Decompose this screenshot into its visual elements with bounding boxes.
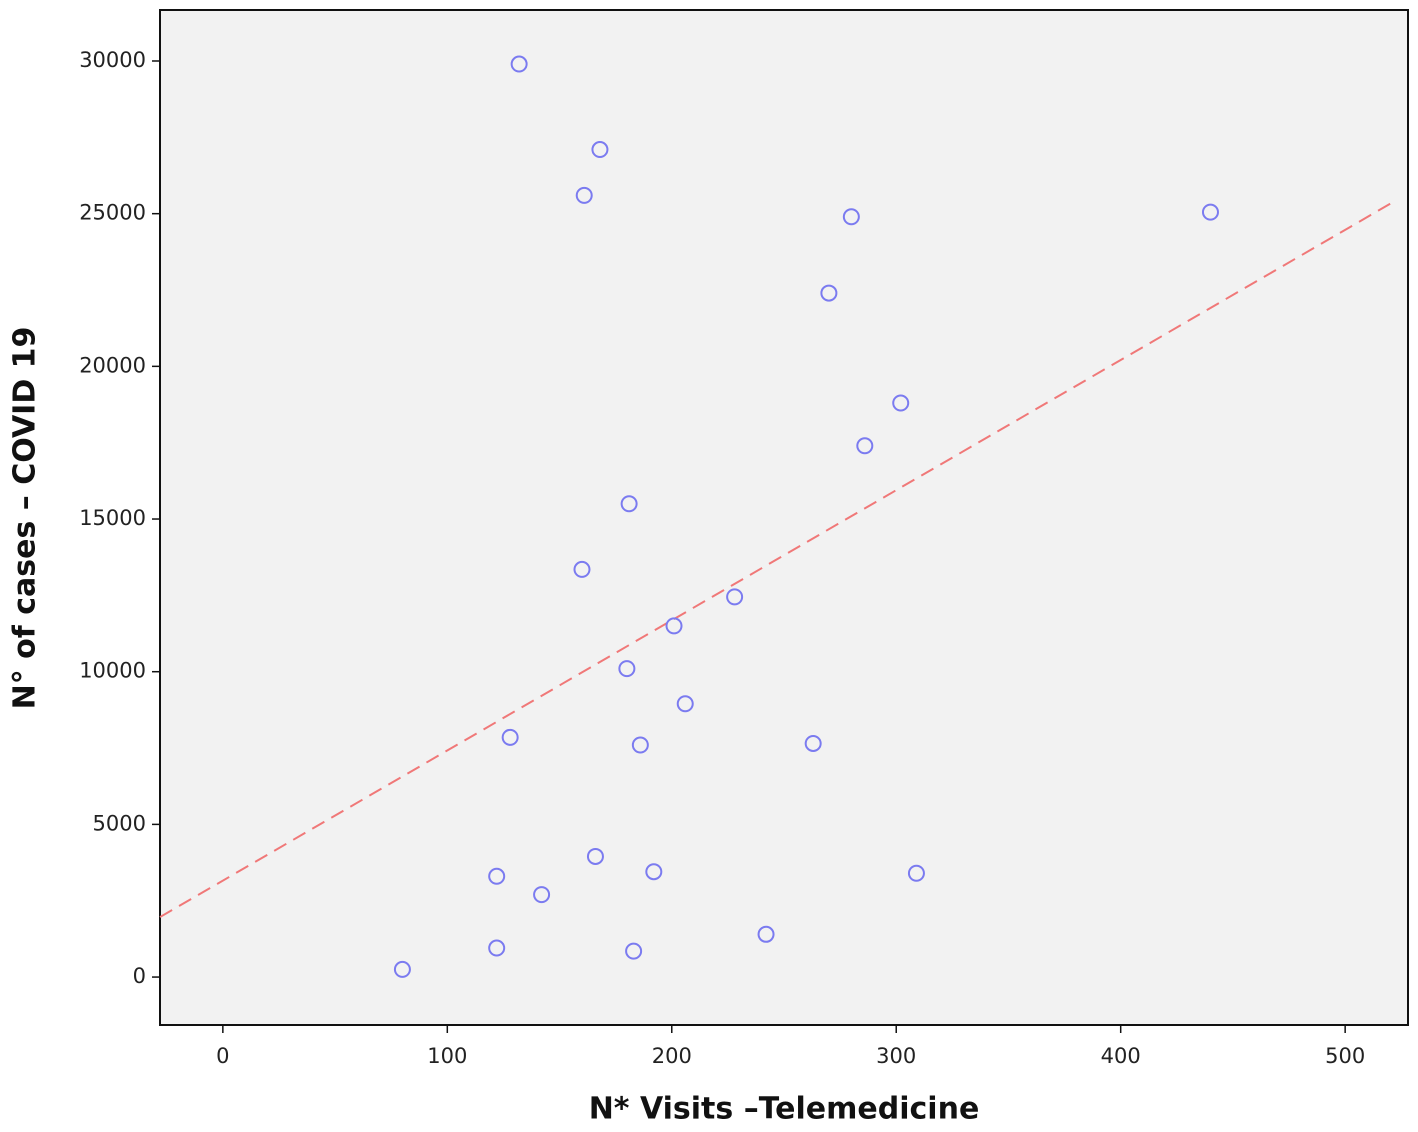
x-tick-label: 100 — [427, 1044, 467, 1068]
scatter-point — [676, 695, 694, 713]
y-tick-label: 0 — [133, 964, 146, 988]
scatter-point — [726, 588, 744, 606]
y-tick-label: 5000 — [93, 811, 146, 835]
plot-area — [159, 9, 1409, 1026]
x-tick-label: 0 — [216, 1044, 229, 1068]
x-tick-label: 500 — [1325, 1044, 1365, 1068]
scatter-point — [892, 394, 910, 412]
y-tick-label: 15000 — [79, 506, 146, 530]
scatter-point — [804, 734, 822, 752]
scatter-point — [620, 495, 638, 513]
scatter-point — [757, 925, 775, 943]
scatter-point — [586, 847, 604, 865]
scatter-point — [533, 886, 551, 904]
scatter-point — [510, 55, 528, 73]
scatter-point — [488, 867, 506, 885]
scatter-point — [501, 728, 519, 746]
scatter-point — [842, 208, 860, 226]
scatter-point — [631, 736, 649, 754]
scatter-point — [573, 560, 591, 578]
y-axis-title: N° of cases – COVID 19 — [8, 327, 43, 710]
scatter-point — [618, 660, 636, 678]
x-axis-title: N* Visits –Telemedicine — [589, 1092, 980, 1127]
scatter-point — [856, 437, 874, 455]
scatter-point — [645, 863, 663, 881]
fit-line — [159, 199, 1398, 918]
y-tick-label: 20000 — [79, 353, 146, 377]
x-tick-label: 200 — [652, 1044, 692, 1068]
scatter-point — [665, 617, 683, 635]
y-tick-label: 30000 — [79, 48, 146, 72]
x-tick-label: 300 — [876, 1044, 916, 1068]
scatter-point — [820, 284, 838, 302]
scatter-point — [625, 942, 643, 960]
y-tick-label: 10000 — [79, 659, 146, 683]
y-tick-label: 25000 — [79, 201, 146, 225]
scatter-point — [488, 939, 506, 957]
scatter-point — [393, 960, 411, 978]
scatter-point — [591, 141, 609, 159]
x-tick-label: 400 — [1101, 1044, 1141, 1068]
scatter-point — [1201, 203, 1219, 221]
scatter-point — [575, 186, 593, 204]
scatter-point — [907, 864, 925, 882]
